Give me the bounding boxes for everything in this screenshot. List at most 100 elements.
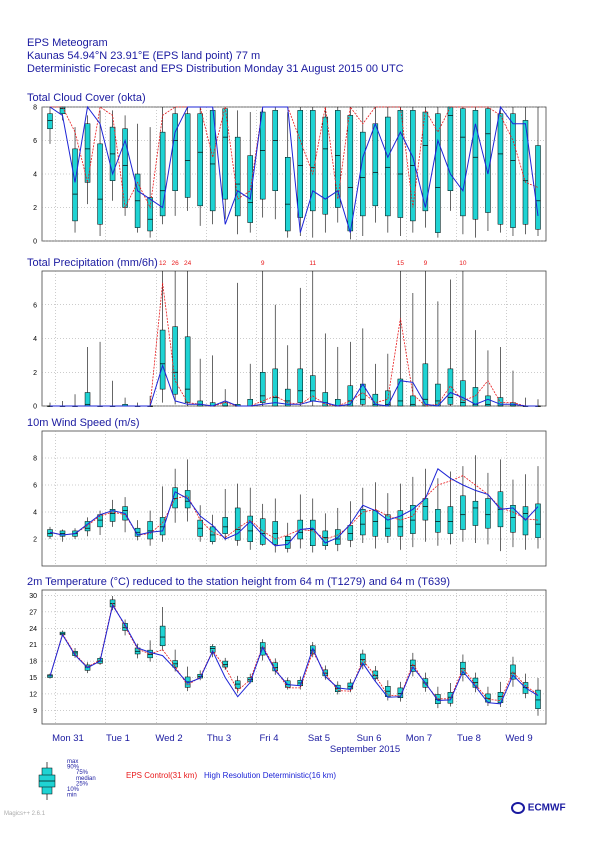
cloud-box bbox=[222, 108, 228, 200]
precip-ytick-label: 6 bbox=[33, 302, 37, 309]
wind-box bbox=[284, 536, 291, 549]
x-day-label: Fri 4 bbox=[260, 733, 279, 744]
cloud-box bbox=[485, 108, 491, 213]
x-day-label: Sun 6 bbox=[357, 733, 382, 744]
precip-box bbox=[184, 336, 191, 403]
precip-overflow-label: 26 bbox=[172, 260, 180, 267]
wind-ytick-label: 2 bbox=[33, 537, 37, 544]
cloud-panel-title: Total Cloud Cover (okta) bbox=[27, 92, 146, 104]
temperature-hres-line bbox=[49, 604, 539, 705]
cloud-box bbox=[322, 116, 329, 215]
precip-ytick-label: 0 bbox=[33, 404, 37, 411]
x-month-label: September 2015 bbox=[330, 744, 400, 755]
temperature-box bbox=[397, 687, 404, 698]
cloud-box bbox=[272, 110, 278, 191]
legend-box-label: min bbox=[67, 793, 77, 799]
wind-ytick-label: 6 bbox=[33, 483, 37, 490]
precip-box bbox=[410, 395, 416, 407]
cloud-box bbox=[47, 113, 53, 130]
cloud-box bbox=[172, 113, 178, 191]
cloud-control-line bbox=[50, 105, 539, 209]
cloud-box bbox=[522, 120, 529, 225]
wind-box bbox=[272, 521, 278, 545]
precip-box bbox=[435, 383, 441, 407]
temperature-box bbox=[234, 680, 241, 689]
wind-box bbox=[385, 514, 391, 537]
temperature-box bbox=[159, 625, 166, 647]
precip-box bbox=[485, 395, 491, 407]
precip-ytick-label: 2 bbox=[33, 370, 37, 377]
x-day-label: Mon 7 bbox=[406, 733, 432, 744]
cloud-box bbox=[472, 110, 479, 220]
precip-box bbox=[322, 392, 329, 407]
header-line-1: EPS Meteogram bbox=[27, 37, 108, 49]
precip-hres-line bbox=[50, 363, 538, 407]
cloud-box bbox=[184, 113, 191, 198]
legend-box-label: median bbox=[76, 776, 96, 782]
temperature-ytick-label: 9 bbox=[33, 708, 37, 715]
legend-box-label: 90% bbox=[67, 765, 80, 771]
temperature-ytick-label: 15 bbox=[29, 675, 37, 682]
precip-box bbox=[259, 372, 266, 403]
precip-ytick-label: 4 bbox=[33, 336, 37, 343]
precip-panel-title: Total Precipitation (mm/6h) bbox=[27, 257, 158, 269]
cloud-ytick-label: 2 bbox=[33, 205, 37, 212]
temperature-ytick-label: 18 bbox=[29, 659, 37, 666]
wind-ytick-label: 8 bbox=[33, 456, 37, 463]
x-day-label: Tue 1 bbox=[106, 733, 130, 744]
temperature-control-line bbox=[49, 602, 539, 701]
cloud-box bbox=[347, 115, 354, 232]
wind-box bbox=[485, 498, 491, 529]
x-day-label: Thu 3 bbox=[207, 733, 231, 744]
cloud-box bbox=[84, 123, 91, 183]
cloud-ytick-label: 0 bbox=[33, 239, 37, 246]
wind-box bbox=[310, 519, 316, 546]
cloud-box bbox=[372, 123, 379, 207]
cloud-box bbox=[59, 106, 66, 114]
wind-box bbox=[347, 525, 354, 541]
cloud-box bbox=[435, 113, 441, 233]
precip-overflow-label: 15 bbox=[397, 260, 405, 267]
x-day-label: Wed 2 bbox=[155, 733, 182, 744]
temperature-box bbox=[535, 689, 541, 709]
cloud-box bbox=[335, 110, 341, 208]
wind-box bbox=[422, 498, 429, 521]
wind-box bbox=[472, 500, 479, 526]
x-day-label: Tue 8 bbox=[457, 733, 481, 744]
wind-box bbox=[410, 505, 416, 534]
precip-overflow-label: 24 bbox=[184, 260, 192, 267]
cloud-box bbox=[460, 108, 466, 217]
wind-box bbox=[222, 517, 228, 534]
cloud-box bbox=[197, 113, 203, 207]
cloud-hres-line bbox=[49, 105, 539, 233]
wind-hres-line bbox=[49, 468, 539, 547]
wind-box bbox=[247, 515, 253, 542]
temperature-box bbox=[122, 623, 128, 631]
temperature-box bbox=[372, 670, 379, 679]
wind-box bbox=[435, 509, 441, 533]
header-line-3: Deterministic Forecast and EPS Distribut… bbox=[27, 63, 404, 75]
x-day-label: Sat 5 bbox=[308, 733, 330, 744]
wind-box bbox=[109, 509, 116, 522]
cloud-box bbox=[385, 116, 391, 217]
wind-panel-frame bbox=[41, 430, 547, 567]
precip-overflow-label: 9 bbox=[261, 260, 265, 267]
cloud-box bbox=[159, 131, 166, 217]
temperature-panel-title: 2m Temperature (°C) reduced to the stati… bbox=[27, 576, 451, 588]
cloud-ytick-label: 4 bbox=[33, 172, 37, 179]
ecmwf-logo-icon bbox=[511, 802, 525, 814]
temperature-box bbox=[147, 649, 153, 659]
wind-box bbox=[209, 526, 216, 542]
cloud-ytick-label: 6 bbox=[33, 138, 37, 145]
cloud-box bbox=[234, 136, 241, 217]
precip-box bbox=[197, 400, 203, 407]
legend-box-label: 10% bbox=[67, 787, 80, 793]
precip-box bbox=[347, 385, 354, 407]
legend-control-label: EPS Control(31 km) bbox=[126, 771, 198, 780]
wind-box bbox=[535, 503, 541, 538]
cloud-box bbox=[259, 111, 266, 200]
wind-box bbox=[510, 505, 516, 533]
wind-box bbox=[397, 510, 404, 537]
x-day-label: Mon 31 bbox=[52, 733, 84, 744]
header-line-2: Kaunas 54.94°N 23.91°E (EPS land point) … bbox=[27, 50, 261, 62]
